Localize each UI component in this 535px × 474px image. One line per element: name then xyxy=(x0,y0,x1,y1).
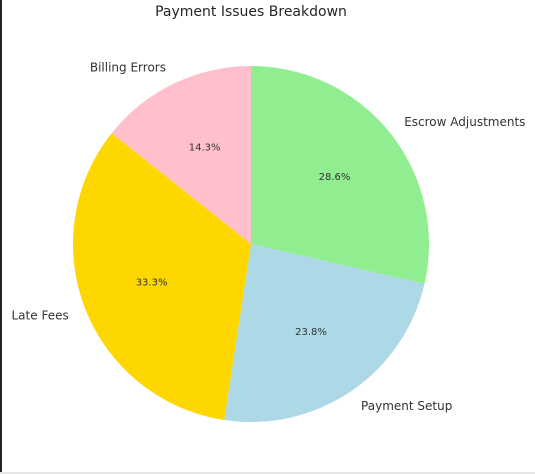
pie-slice-escrow-adjustments xyxy=(251,66,430,284)
percent-label-payment-setup: 23.8% xyxy=(295,327,327,338)
category-label-payment-setup: Payment Setup xyxy=(361,399,452,413)
percent-label-late-fees: 33.3% xyxy=(136,278,168,289)
window-left-border xyxy=(0,0,2,474)
category-label-billing-errors: Billing Errors xyxy=(90,61,166,75)
pie-slice-late-fees xyxy=(72,133,251,420)
percent-label-escrow-adjustments: 28.6% xyxy=(319,172,351,183)
pie-slice-billing-errors xyxy=(111,66,251,244)
category-label-escrow-adjustments: Escrow Adjustments xyxy=(404,115,525,129)
percent-labels: 28.6% 23.8% 33.3% 14.3% xyxy=(136,142,351,338)
percent-label-billing-errors: 14.3% xyxy=(189,142,221,153)
window-bottom-border xyxy=(0,472,535,474)
pie-slice-payment-setup xyxy=(224,244,425,423)
chart-title: Payment Issues Breakdown xyxy=(155,4,347,20)
pie-slices xyxy=(72,66,430,423)
category-label-late-fees: Late Fees xyxy=(12,309,69,323)
category-labels: Escrow Adjustments Payment Setup Late Fees… xyxy=(12,61,526,413)
